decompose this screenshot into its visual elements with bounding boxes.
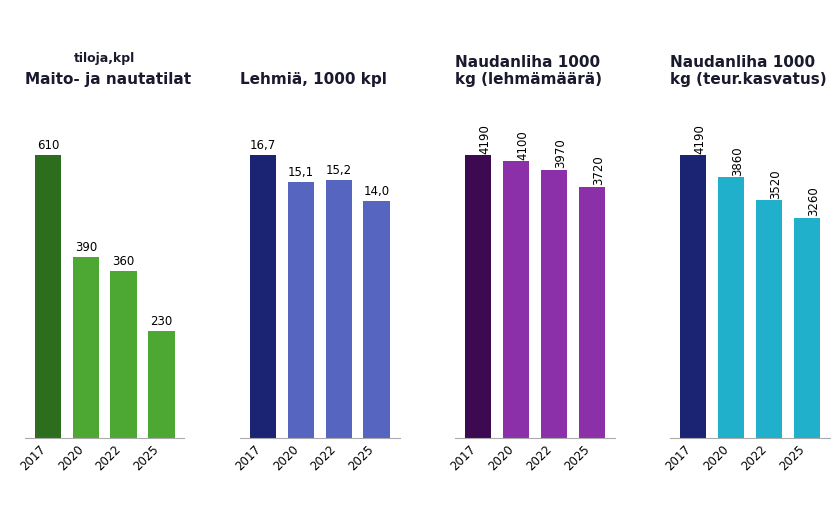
Bar	[503, 161, 530, 438]
Text: 230: 230	[151, 315, 173, 328]
Text: 15,2: 15,2	[326, 164, 352, 178]
Bar	[287, 182, 314, 438]
Text: Lehmiä, 1000 kpl: Lehmiä, 1000 kpl	[241, 73, 387, 88]
Bar	[717, 177, 744, 438]
Text: 390: 390	[75, 241, 97, 254]
Bar	[541, 170, 567, 438]
Text: 4190: 4190	[693, 124, 706, 153]
Text: 4190: 4190	[478, 124, 491, 153]
Text: 360: 360	[112, 255, 135, 268]
Text: Maito- ja nautatilat: Maito- ja nautatilat	[25, 73, 191, 88]
Bar	[578, 186, 605, 438]
Text: 3720: 3720	[592, 156, 605, 185]
Text: 3520: 3520	[769, 169, 782, 199]
Bar	[364, 201, 390, 438]
Text: 3970: 3970	[554, 139, 566, 168]
Text: 14,0: 14,0	[364, 185, 390, 198]
Bar	[73, 257, 99, 438]
Text: 3260: 3260	[807, 186, 820, 216]
Text: 16,7: 16,7	[250, 139, 276, 152]
Text: 610: 610	[37, 139, 59, 152]
Bar	[34, 155, 61, 438]
Text: Naudanliha 1000
kg (teur.kasvatus): Naudanliha 1000 kg (teur.kasvatus)	[670, 55, 827, 88]
Bar	[680, 155, 706, 438]
Text: 15,1: 15,1	[287, 166, 314, 179]
Text: Naudanliha 1000
kg (lehmämäärä): Naudanliha 1000 kg (lehmämäärä)	[455, 55, 603, 88]
Text: 4100: 4100	[516, 130, 529, 160]
Bar	[111, 271, 137, 438]
Bar	[756, 200, 782, 438]
Bar	[465, 155, 491, 438]
Text: 3860: 3860	[731, 146, 744, 176]
Bar	[148, 331, 175, 438]
Bar	[250, 155, 277, 438]
Text: tiloja,kpl: tiloja,kpl	[75, 52, 136, 65]
Bar	[794, 218, 820, 438]
Bar	[325, 180, 352, 438]
